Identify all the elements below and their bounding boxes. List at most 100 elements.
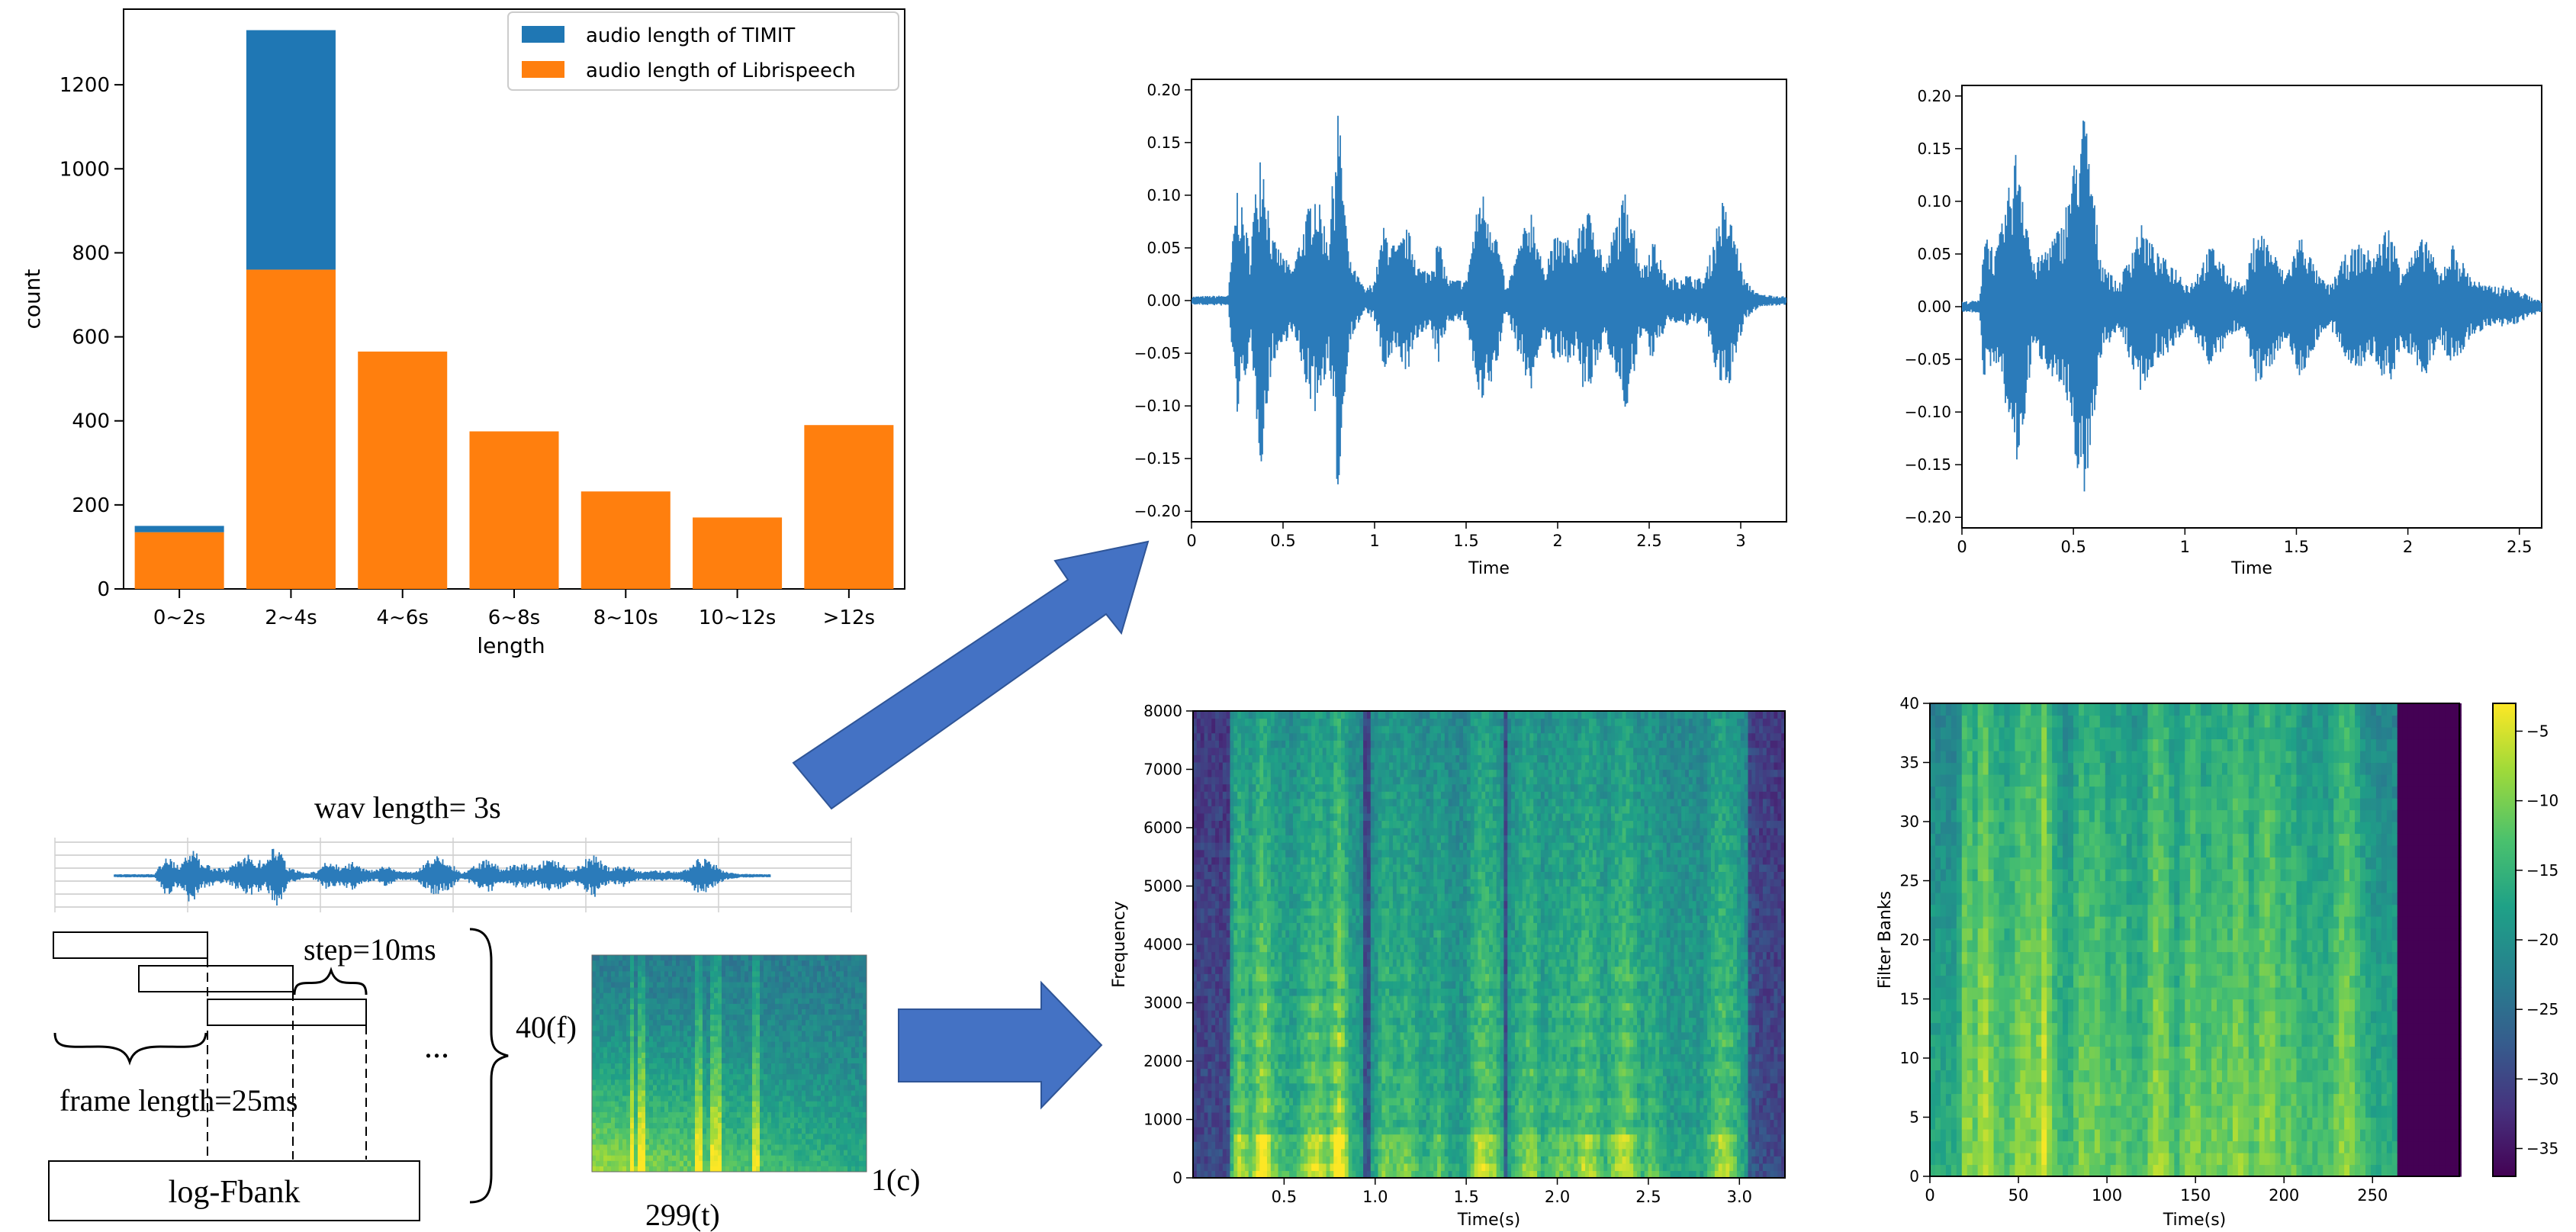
spectrogram-cell [1248,864,1253,872]
spectrogram-cell [1259,1053,1264,1062]
spectrogram-cell [1326,1031,1331,1040]
spectrogram-cell [1285,1082,1290,1091]
spectrogram-cell [1407,842,1412,851]
spectrogram-cell [1359,777,1364,785]
spectrogram-cell [1407,1010,1412,1018]
spectrogram-cell [1330,864,1334,872]
spectrogram-cell [1466,980,1471,989]
spectrogram-cell [1318,988,1323,996]
spectrogram-cell [1381,973,1386,982]
spectrogram-cell [1415,1002,1420,1011]
spectrogram-cell [1315,973,1320,982]
spectrogram-cell [1366,842,1372,851]
spectrogram-cell [1392,864,1397,872]
spectrogram-cell [1330,820,1334,828]
spectrogram-cell [1307,951,1312,960]
spectrogram-cell [1389,1111,1394,1121]
spectrogram-cell [1208,725,1212,734]
spectrogram-cell [1226,886,1231,894]
spectrogram-cell [1418,812,1423,822]
spectrogram-cell [1256,718,1260,726]
spectrogram-cell [1278,886,1282,894]
spectrogram-cell [1337,835,1342,843]
spectrogram-cell [1392,915,1397,923]
spectrogram-cell [1418,1046,1423,1055]
spectrogram-cell [1400,1141,1405,1150]
spectrogram-cell [1296,1061,1301,1070]
spectrogram-cell [1289,828,1294,836]
spectrogram-cell [1426,871,1430,880]
spectrogram-cell [1348,1148,1353,1156]
spectrogram-cell [1448,740,1453,748]
spectrogram-cell [1437,1076,1442,1084]
waveform-a-x-ticks: 0 0.5 1 1.5 2 2.5 3 [1186,522,1746,550]
spectrogram-cell [1315,842,1320,851]
spectrogram-cell [1256,929,1260,938]
spectrogram-cell [1348,1031,1353,1040]
spectrogram-cell [1407,959,1412,967]
spectrogram-cell [1337,783,1342,792]
spectrogram-cell [1348,908,1353,916]
spectrogram-cell [1208,944,1212,953]
spectrogram-cell [1285,1076,1290,1084]
spectrogram-cell [1440,1097,1446,1105]
spectrogram-cell [1433,1119,1438,1127]
spectrogram-cell [1378,732,1382,741]
spectrogram-cell [1337,732,1342,741]
spectrogram-cell [1292,1076,1298,1084]
spectrogram-cell [1330,1082,1334,1091]
spectrogram-cell [1437,812,1442,822]
spectrogram-cell [1274,711,1279,719]
spectrogram-cell [1337,1031,1342,1040]
spectrogram-cell [1248,1068,1253,1076]
spectrogram-cell [1244,1141,1249,1150]
spectrogram-cell [1433,944,1438,953]
spectrogram-cell [1422,886,1427,894]
spectrogram-cell [1222,812,1227,822]
spectrogram-cell [1211,1148,1216,1156]
spectrogram-cell [1278,1119,1282,1127]
spectrogram-cell [1285,1017,1290,1025]
spectrogram-cell [1226,1156,1231,1164]
spectrogram-cell [1278,812,1282,822]
spectrogram-cell [1318,1090,1323,1099]
spectrogram-cell [1470,871,1475,880]
spectrogram-cell [1218,711,1224,719]
hist-xlabel: length [477,633,545,658]
spectrogram-cell [1278,1111,1282,1121]
spectrogram-cell [1322,893,1327,902]
spectrogram-cell [1244,1053,1249,1062]
spectrogram-cell [1267,1105,1272,1113]
spectrogram-cell [1307,777,1312,785]
spectrogram-cell [1378,1105,1382,1113]
spectrogram-cell [1204,1053,1208,1062]
spectrogram-cell [1452,1127,1456,1135]
spectrogram-cell [1474,1163,1479,1172]
spectrogram-cell [1411,842,1416,851]
spectrogram-cell [1315,1039,1320,1047]
spectrogram-cell [1392,1156,1397,1164]
spectrogram-cell [1404,1017,1408,1025]
spectrogram-cell [1448,732,1453,741]
spectrogram-cell [1296,871,1301,880]
spectrogram-cell [1267,988,1272,996]
spectrogram-cell [1385,806,1390,814]
spectrogram-cell [1407,806,1412,814]
spectrogram-cell [1252,959,1257,967]
spectrogram-cell [1200,835,1205,843]
spectrogram-cell [1315,1082,1320,1091]
spectrogram-cell [1356,1053,1360,1062]
spectrogram-cell [1348,732,1353,741]
spectrogram-cell [1385,783,1390,792]
spectrogram-cell [1307,1156,1312,1164]
spectrogram-cell [1381,944,1386,953]
spectrogram-cell [1222,1111,1227,1121]
spectrogram-cell [1315,929,1320,938]
spectrogram-cell [1356,769,1360,777]
spectrogram-cell [1292,1148,1298,1156]
spectrogram-cell [1256,1111,1260,1121]
spectrogram-cell [1296,900,1301,909]
spectrogram-cell [1426,1076,1430,1084]
spectrogram-cell [1233,718,1238,726]
spectrogram-cell [1292,849,1298,857]
